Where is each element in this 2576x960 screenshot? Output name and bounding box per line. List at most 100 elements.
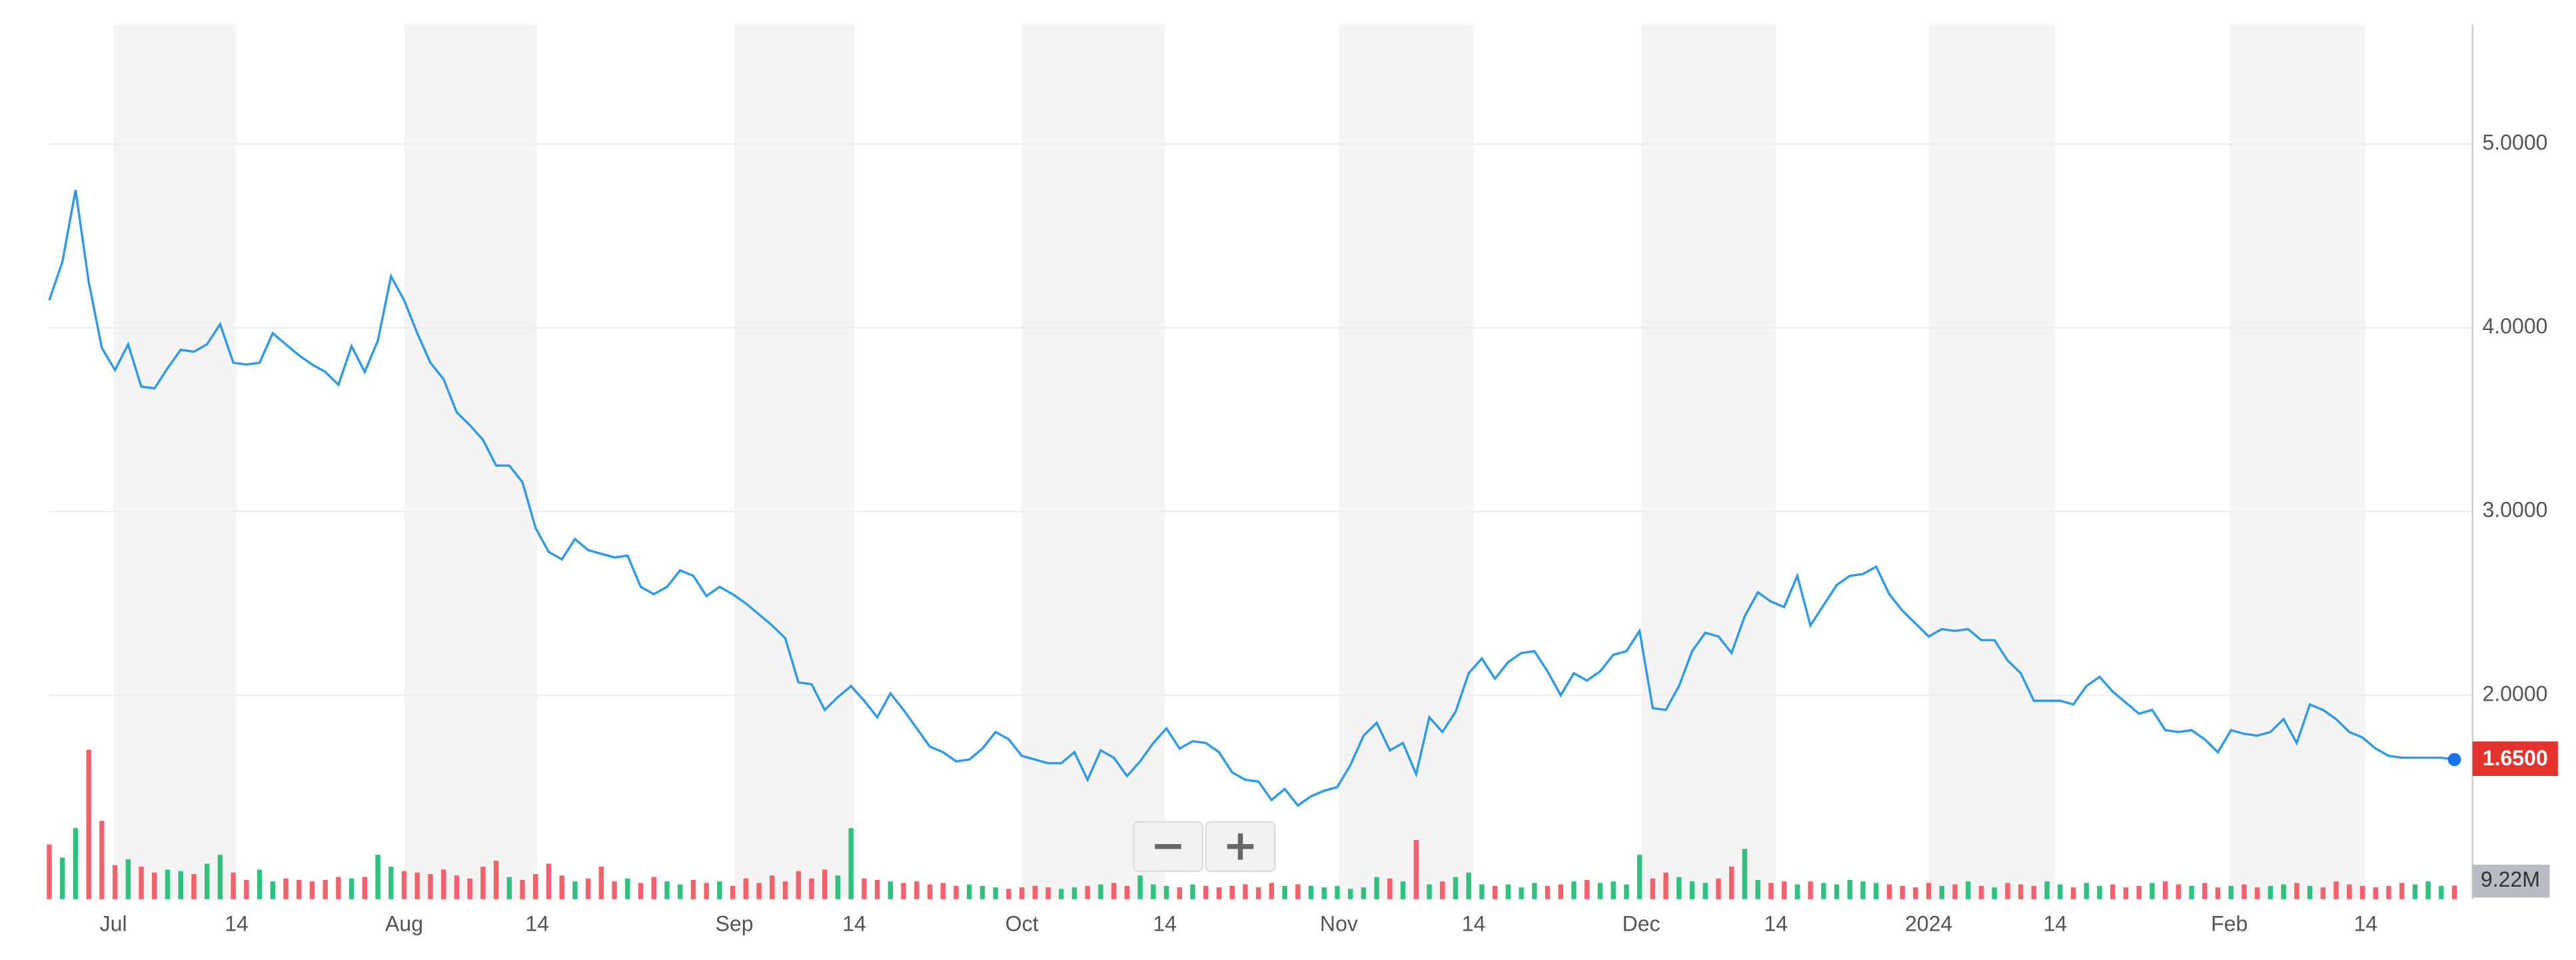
volume-bar [231,872,236,899]
volume-bar [1558,884,1563,899]
volume-bar [2254,887,2260,899]
volume-bar [1216,887,1222,899]
volume-bar [139,866,144,899]
volume-bar [2136,885,2142,899]
x-tick-label: Sep [716,912,754,936]
volume-bar [901,883,906,899]
volume-bar [204,863,210,899]
volume-bar [297,879,302,899]
volume-bar [1834,884,1840,899]
volume-bar [59,857,65,899]
volume-bar [191,874,197,899]
y-tick-label: 4.0000 [2482,314,2547,338]
volume-bar [2215,887,2221,899]
band [1021,24,1165,899]
volume-bar [2412,884,2418,899]
band [2229,24,2366,899]
volume-bar [1335,885,1340,899]
x-tick-label: 14 [1462,912,1486,936]
volume-bar [99,821,105,899]
volume-bar [2150,883,2155,899]
volume-bar [1650,878,1656,899]
volume-bar [1400,881,1406,899]
volume-bar [1190,884,1195,899]
band [1339,24,1474,899]
volume-bar [125,859,131,899]
volume-bar [1610,881,1616,899]
volume-bar [1742,849,1748,899]
volume-bar [664,881,670,899]
volume-bar [1978,885,1984,899]
volume-bar [1794,884,1800,899]
volume-bar [165,869,171,899]
volume-bar [1361,887,1367,899]
volume-badge [2472,864,2550,898]
volume-bar [770,875,775,899]
volume-bar [1440,881,1445,899]
x-tick-label: 14 [225,912,249,936]
volume-bar [848,828,854,899]
volume-bar [2281,884,2286,899]
price-badge [2472,741,2558,776]
volume-bar [2162,881,2168,899]
volume-bar [270,881,275,899]
volume-bar [1781,881,1787,899]
volume-bar [598,866,604,899]
volume-bar [388,866,394,899]
last-volume-label: 9.22M [2481,867,2540,891]
bands [113,24,2366,899]
volume-bar [1151,884,1156,899]
volume-bar [2189,885,2194,899]
volume-bar [362,877,368,899]
volume-bar [927,884,933,899]
band [1928,24,2056,899]
volume-bar [480,866,486,899]
volume-bar [2373,887,2378,899]
y-tick-label: 3.0000 [2482,498,2547,522]
volume-bar [1860,881,1866,899]
volume-bar [2242,884,2247,899]
volume-bar [1585,879,1590,899]
volume-bar [2333,881,2339,899]
volume-bar [966,884,972,899]
volume-bar [257,869,263,899]
volume-bar [1689,881,1695,899]
price-line [48,189,2455,807]
volume-bar [1886,884,1892,899]
volume-bar [283,878,289,899]
volume-bar [1900,885,1905,899]
volume-bar [1374,877,1379,899]
volume-bar [862,878,867,899]
volume-bar [954,885,959,899]
volume-bar [1387,878,1393,899]
volume-bar [874,879,880,899]
volume-bar [1032,885,1038,899]
plot [48,189,2461,807]
volume-bar [441,869,446,899]
volume-bar [1059,889,1064,899]
grid [49,143,2473,697]
x-tick-label: 14 [842,912,866,936]
volume-bar [1308,885,1314,899]
volume-bar [1243,884,1248,899]
volume-bar [1098,884,1103,899]
zoom-controls [1133,821,1276,873]
volume-bar [309,881,315,899]
volume-bar [1636,855,1642,899]
volume-bar [940,883,946,899]
volume-bar [1492,885,1498,899]
volume-bar [428,874,433,899]
volume-bar [1808,881,1813,899]
volume-bar [1821,883,1826,899]
x-tick-label: Dec [1622,912,1660,936]
volume-bar [1124,885,1130,899]
last-price-label: 1.6500 [2483,746,2548,770]
volume-bar [796,871,801,899]
volume-bar [1505,884,1511,899]
volume-bar [454,875,460,899]
volume-bar [782,881,788,899]
volume-bar [1597,883,1603,899]
volume-bar [2005,883,2010,899]
volume-bar [2386,885,2391,899]
volume-bar [809,878,814,899]
